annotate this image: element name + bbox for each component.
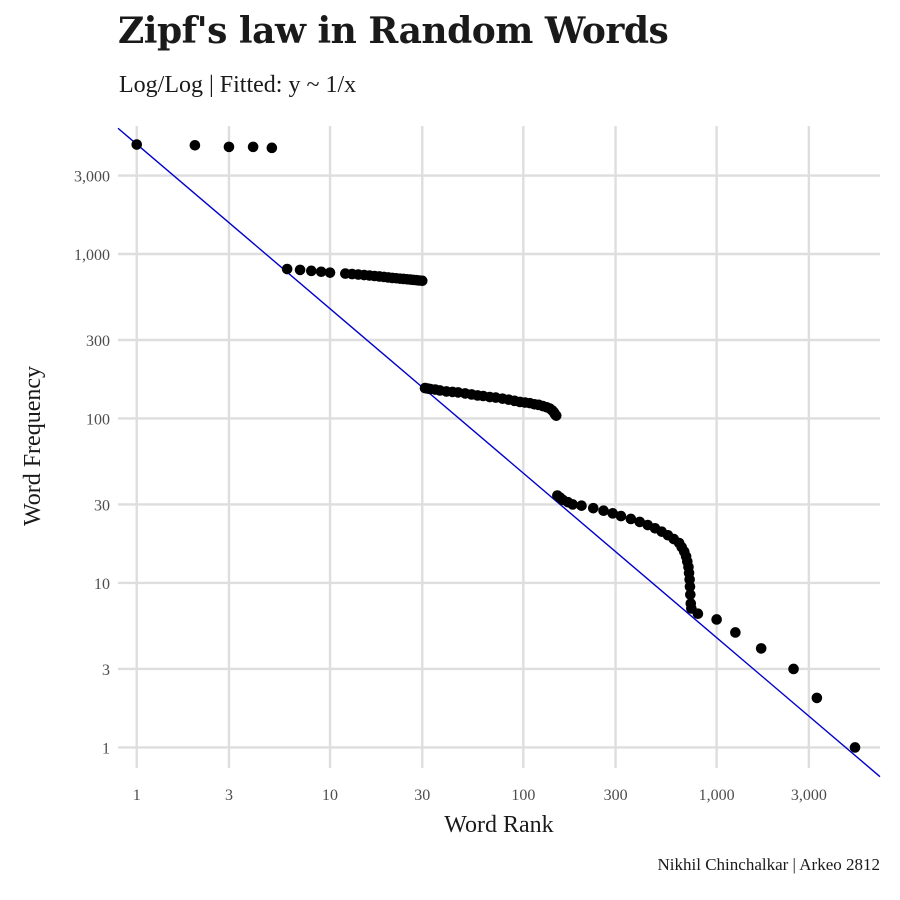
data-point: [576, 500, 587, 511]
x-tick-label: 100: [511, 787, 535, 804]
chart-caption: Nikhil Chinchalkar | Arkeo 2812: [657, 855, 880, 874]
data-point: [598, 505, 609, 517]
x-axis-ticks: 1 3 10 30 100 300 1,000 3,000: [133, 787, 827, 804]
data-point: [625, 513, 637, 525]
data-point: [607, 508, 619, 519]
x-tick-label: 1,000: [699, 787, 735, 804]
data-point: [281, 263, 293, 275]
data-point: [315, 266, 327, 278]
data-point: [266, 142, 278, 154]
data-point: [324, 267, 336, 278]
grid-lines: [118, 126, 880, 768]
fit-line-group: [117, 127, 881, 778]
data-point: [730, 627, 741, 638]
data-point: [711, 614, 722, 625]
data-point: [550, 410, 562, 421]
data-point: [685, 589, 696, 600]
y-tick-label: 300: [86, 333, 110, 350]
data-point: [849, 742, 861, 753]
x-tick-label: 30: [414, 787, 430, 804]
data-point: [223, 141, 235, 153]
fit-line: [117, 127, 881, 778]
data-point: [755, 643, 767, 654]
chart-title: Zipf's law in Random Words: [118, 10, 669, 52]
y-tick-label: 3,000: [74, 169, 110, 186]
data-point: [692, 608, 704, 620]
data-points: [131, 139, 861, 753]
y-tick-label: 3: [102, 662, 110, 679]
data-point: [634, 516, 646, 528]
x-tick-label: 3,000: [791, 787, 827, 804]
x-tick-label: 10: [322, 787, 338, 804]
y-tick-label: 30: [94, 497, 110, 514]
data-point: [567, 499, 578, 510]
data-point: [788, 663, 799, 675]
x-tick-label: 1: [133, 787, 141, 804]
y-axis-title: Word Frequency: [20, 366, 46, 526]
x-tick-label: 300: [604, 787, 628, 804]
y-tick-label: 1: [102, 740, 110, 757]
y-tick-label: 1,000: [74, 247, 110, 264]
data-point: [416, 275, 428, 287]
y-axis-ticks: 1 3 10 30 100 300 1,000 3,000: [74, 169, 110, 758]
data-point: [294, 264, 306, 276]
data-point: [615, 510, 627, 522]
data-point: [306, 265, 317, 277]
chart-subtitle: Log/Log | Fitted: y ~ 1/x: [119, 72, 357, 98]
data-point: [247, 141, 259, 153]
data-point: [587, 502, 599, 514]
y-tick-label: 10: [94, 576, 110, 593]
data-point: [189, 139, 201, 151]
y-tick-label: 100: [86, 411, 110, 428]
data-point: [131, 139, 143, 150]
x-tick-label: 3: [225, 787, 233, 804]
data-point: [811, 692, 823, 704]
data-point: [684, 581, 696, 592]
x-axis-title: Word Rank: [444, 812, 553, 838]
